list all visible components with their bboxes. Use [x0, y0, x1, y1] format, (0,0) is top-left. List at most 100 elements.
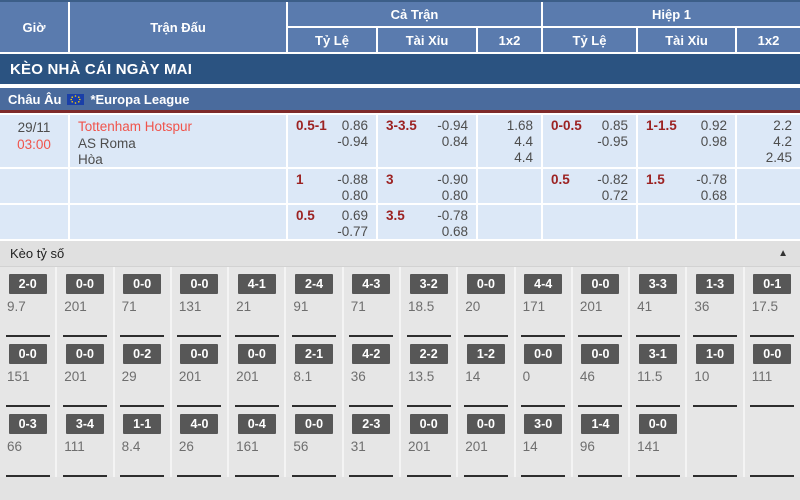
score-cell[interactable]: 1-0 10 — [687, 337, 743, 407]
score-cell[interactable]: 2-3 31 — [343, 407, 399, 477]
ft-handicap-odds[interactable]: 0.5-1 0.86 -0.94 — [288, 115, 376, 167]
league-bar[interactable]: Châu Âu *Europa League — [0, 88, 800, 113]
score-box[interactable]: 0-0 — [180, 344, 219, 364]
score-cell[interactable]: 3-3 41 — [630, 267, 686, 337]
score-box[interactable]: 0-0 — [466, 414, 505, 434]
score-box[interactable]: 4-3 — [352, 274, 391, 294]
score-box[interactable]: 0-0 — [65, 274, 104, 294]
score-cell[interactable]: 0-0 46 — [572, 337, 629, 407]
score-cell[interactable]: 0-0 201 — [400, 407, 457, 477]
empty-cell — [737, 205, 800, 239]
score-box[interactable]: 2-1 — [295, 344, 334, 364]
score-cell[interactable]: 0-0 201 — [57, 267, 113, 337]
score-cell[interactable]: 3-2 18.5 — [400, 267, 457, 337]
score-box[interactable]: 0-0 — [237, 344, 276, 364]
score-cell[interactable]: 4-4 171 — [515, 267, 571, 337]
score-cell[interactable]: 1-4 96 — [572, 407, 629, 477]
score-box[interactable]: 0-0 — [180, 274, 219, 294]
score-cell[interactable]: 1-1 8.4 — [114, 407, 170, 477]
score-box[interactable]: 1-3 — [696, 274, 735, 294]
score-box[interactable]: 0-0 — [753, 344, 792, 364]
score-cell[interactable]: 0-4 161 — [229, 407, 285, 477]
ft-1x2-odds[interactable]: 1.68 4.4 4.4 — [478, 115, 541, 167]
score-section-header[interactable]: Kèo tỷ số ▲ — [0, 241, 800, 267]
score-cell[interactable]: 3-1 11.5 — [630, 337, 686, 407]
handicap-line: 0.5-1 — [296, 118, 327, 133]
score-cell[interactable]: 0-0 0 — [515, 337, 571, 407]
score-box[interactable]: 0-0 — [295, 414, 334, 434]
h1-overunder-odds[interactable]: 1.5 -0.78 0.68 — [638, 169, 735, 203]
score-cell[interactable]: 2-2 13.5 — [400, 337, 457, 407]
score-cell[interactable]: 0-2 29 — [114, 337, 170, 407]
h1-handicap-odds[interactable]: 0.5 -0.82 0.72 — [543, 169, 636, 203]
score-box[interactable]: 3-4 — [65, 414, 104, 434]
score-box[interactable]: 1-1 — [123, 414, 162, 434]
score-cell[interactable]: 3-4 111 — [57, 407, 113, 477]
score-cell[interactable]: 2-1 8.1 — [286, 337, 342, 407]
odds-table-header: Giờ Trận Đấu Cả Trận Hiệp 1 Tỷ Lệ Tài Xỉ… — [0, 0, 800, 52]
score-cell[interactable]: 0-0 151 — [0, 337, 56, 407]
score-box[interactable]: 0-0 — [123, 274, 162, 294]
score-box[interactable]: 3-2 — [409, 274, 448, 294]
h1-overunder-odds[interactable]: 1-1.5 0.92 0.98 — [638, 115, 735, 167]
score-box[interactable]: 4-2 — [352, 344, 391, 364]
score-box[interactable]: 0-3 — [8, 414, 47, 434]
score-cell[interactable]: 4-0 26 — [171, 407, 228, 477]
score-box[interactable]: 0-1 — [753, 274, 792, 294]
score-box[interactable]: 4-4 — [524, 274, 563, 294]
score-cell[interactable]: 0-0 201 — [229, 337, 285, 407]
score-cell[interactable]: 0-0 56 — [286, 407, 342, 477]
score-cell[interactable]: 1-2 14 — [458, 337, 514, 407]
score-box[interactable]: 2-3 — [352, 414, 391, 434]
score-cell[interactable]: 0-1 17.5 — [744, 267, 800, 337]
score-cell[interactable]: 0-0 111 — [744, 337, 800, 407]
score-cell[interactable]: 0-0 141 — [630, 407, 686, 477]
score-box[interactable]: 1-4 — [581, 414, 620, 434]
score-box[interactable]: 0-2 — [123, 344, 162, 364]
score-box[interactable]: 3-1 — [638, 344, 677, 364]
ft-handicap-odds[interactable]: 0.5 0.69 -0.77 — [288, 205, 376, 239]
score-cell[interactable]: 1-3 36 — [687, 267, 743, 337]
score-box[interactable]: 0-0 — [8, 344, 47, 364]
score-cell[interactable]: 4-1 21 — [229, 267, 285, 337]
h1-handicap-odds[interactable]: 0-0.5 0.85 -0.95 — [543, 115, 636, 167]
score-box[interactable]: 0-4 — [237, 414, 276, 434]
ft-handicap-odds[interactable]: 1 -0.88 0.80 — [288, 169, 376, 203]
score-cell[interactable]: 0-3 66 — [0, 407, 56, 477]
score-cell[interactable]: 0-0 201 — [458, 407, 514, 477]
score-box[interactable]: 4-1 — [237, 274, 276, 294]
score-box[interactable]: 1-0 — [696, 344, 735, 364]
score-box[interactable]: 0-0 — [638, 414, 677, 434]
score-cell[interactable]: 3-0 14 — [515, 407, 571, 477]
score-cell[interactable]: 0-0 131 — [171, 267, 228, 337]
score-cell[interactable]: 0-0 20 — [458, 267, 514, 337]
score-cell[interactable]: 2-0 9.7 — [0, 267, 56, 337]
score-box[interactable]: 2-4 — [295, 274, 334, 294]
collapse-arrow-icon[interactable]: ▲ — [778, 248, 788, 259]
score-box[interactable]: 4-0 — [180, 414, 219, 434]
score-box[interactable]: 0-0 — [524, 344, 563, 364]
ft-overunder-odds[interactable]: 3.5 -0.78 0.68 — [378, 205, 476, 239]
home-team[interactable]: Tottenham Hotspur — [78, 119, 193, 134]
ft-overunder-odds[interactable]: 3 -0.90 0.80 — [378, 169, 476, 203]
score-cell[interactable]: 4-2 36 — [343, 337, 399, 407]
score-box[interactable]: 0-0 — [409, 414, 448, 434]
score-box[interactable]: 0-0 — [466, 274, 505, 294]
score-box[interactable]: 2-2 — [409, 344, 448, 364]
score-box[interactable]: 1-2 — [466, 344, 505, 364]
score-box[interactable]: 0-0 — [65, 344, 104, 364]
score-cell[interactable]: 0-0 201 — [572, 267, 629, 337]
score-box[interactable]: 3-0 — [524, 414, 563, 434]
score-box[interactable]: 0-0 — [581, 344, 620, 364]
score-box[interactable]: 3-3 — [638, 274, 677, 294]
score-odds: 13.5 — [407, 369, 435, 384]
score-cell[interactable]: 0-0 71 — [114, 267, 170, 337]
score-cell[interactable]: 0-0 201 — [57, 337, 113, 407]
ft-overunder-odds[interactable]: 3-3.5 -0.94 0.84 — [378, 115, 476, 167]
score-cell[interactable]: 2-4 91 — [286, 267, 342, 337]
score-cell[interactable]: 4-3 71 — [343, 267, 399, 337]
h1-1x2-odds[interactable]: 2.2 4.2 2.45 — [737, 115, 800, 167]
score-box[interactable]: 2-0 — [8, 274, 47, 294]
score-box[interactable]: 0-0 — [581, 274, 620, 294]
score-cell[interactable]: 0-0 201 — [171, 337, 228, 407]
